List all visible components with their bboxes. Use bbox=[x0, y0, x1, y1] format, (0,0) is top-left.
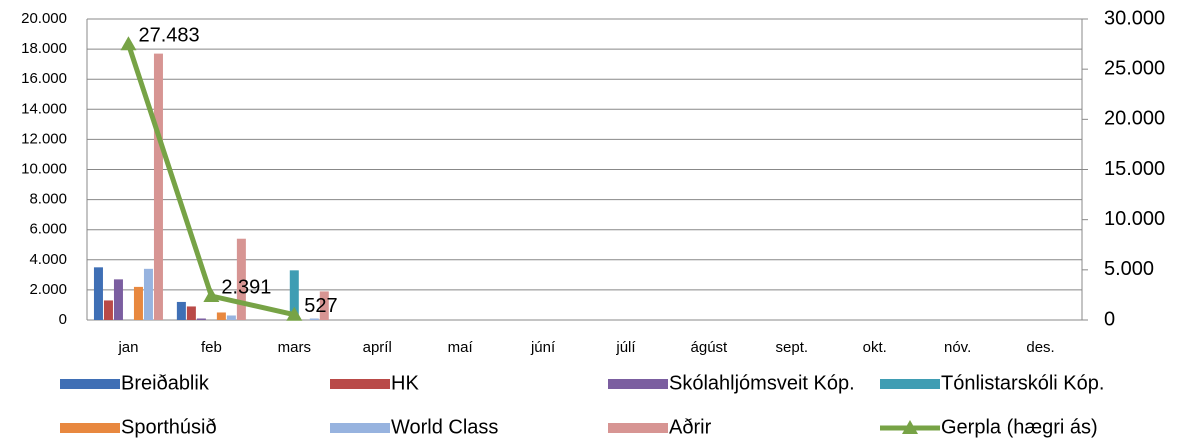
bar bbox=[133, 286, 143, 320]
marker bbox=[203, 288, 220, 303]
bar bbox=[309, 318, 319, 320]
x-tick-label: nóv. bbox=[944, 339, 971, 356]
bar bbox=[289, 270, 299, 320]
legend-swatch bbox=[330, 423, 390, 433]
bar bbox=[113, 279, 123, 320]
x-tick-label: ágúst bbox=[691, 339, 729, 356]
marker bbox=[120, 36, 137, 51]
bar bbox=[236, 238, 246, 320]
x-tick-label: júní bbox=[530, 339, 556, 356]
x-tick-label: mars bbox=[278, 339, 311, 356]
bar bbox=[93, 267, 103, 320]
legend-label: World Class bbox=[391, 416, 498, 438]
y2-tick-label: 15.000 bbox=[1104, 158, 1165, 180]
value-label: 527 bbox=[304, 295, 337, 317]
x-tick-label: feb bbox=[201, 339, 222, 356]
y-tick-label: 0 bbox=[59, 311, 67, 328]
y-tick-label: 14.000 bbox=[21, 100, 67, 117]
legend-label: Sporthúsið bbox=[121, 416, 217, 438]
legend-swatch bbox=[880, 379, 940, 389]
y-tick-label: 20.000 bbox=[21, 10, 67, 27]
line bbox=[126, 43, 295, 318]
x-tick-label: jan bbox=[117, 339, 138, 356]
value-label: 2.391 bbox=[221, 276, 271, 298]
bar bbox=[226, 315, 236, 320]
x-tick-label: júlí bbox=[615, 339, 636, 356]
bar bbox=[319, 291, 329, 320]
y-tick-label: 6.000 bbox=[29, 221, 67, 238]
y2-tick-label: 0 bbox=[1104, 308, 1115, 330]
y-tick-label: 4.000 bbox=[29, 251, 67, 268]
x-tick-label: sept. bbox=[776, 339, 809, 356]
x-tick-label: maí bbox=[448, 339, 474, 356]
legend-label: HK bbox=[391, 372, 419, 394]
y-tick-label: 12.000 bbox=[21, 130, 67, 147]
legend-swatch bbox=[330, 379, 390, 389]
legend-label: Breiðablik bbox=[121, 372, 210, 394]
legend-swatch bbox=[60, 423, 120, 433]
marker bbox=[286, 306, 303, 321]
y-tick-label: 10.000 bbox=[21, 160, 67, 177]
y-tick-label: 18.000 bbox=[21, 40, 67, 57]
y2-tick-label: 30.000 bbox=[1104, 7, 1165, 29]
bar bbox=[176, 301, 186, 320]
legend-swatch bbox=[608, 423, 668, 433]
legend-label: Aðrir bbox=[669, 416, 712, 438]
y-tick-label: 16.000 bbox=[21, 70, 67, 87]
y2-tick-label: 5.000 bbox=[1104, 258, 1154, 280]
legend-label: Gerpla (hægri ás) bbox=[941, 416, 1098, 438]
y2-tick-label: 10.000 bbox=[1104, 208, 1165, 230]
bar bbox=[216, 312, 226, 320]
value-label: 27.483 bbox=[138, 25, 199, 47]
x-tick-label: apríl bbox=[363, 339, 392, 356]
legend-marker bbox=[902, 420, 918, 434]
legend-swatch bbox=[608, 379, 668, 389]
legend-label: Skólahljómsveit Kóp. bbox=[669, 372, 855, 394]
bar bbox=[196, 318, 206, 320]
legend-swatch bbox=[60, 379, 120, 389]
bar bbox=[103, 300, 113, 320]
x-tick-label: okt. bbox=[863, 339, 887, 356]
bar bbox=[186, 306, 196, 320]
y-tick-label: 8.000 bbox=[29, 191, 67, 208]
bar bbox=[143, 268, 153, 320]
y2-tick-label: 20.000 bbox=[1104, 108, 1165, 130]
bar bbox=[153, 53, 163, 321]
legend-label: Tónlistarskóli Kóp. bbox=[941, 372, 1104, 394]
y2-tick-label: 25.000 bbox=[1104, 57, 1165, 79]
y-tick-label: 2.000 bbox=[29, 281, 67, 298]
x-tick-label: des. bbox=[1026, 339, 1054, 356]
